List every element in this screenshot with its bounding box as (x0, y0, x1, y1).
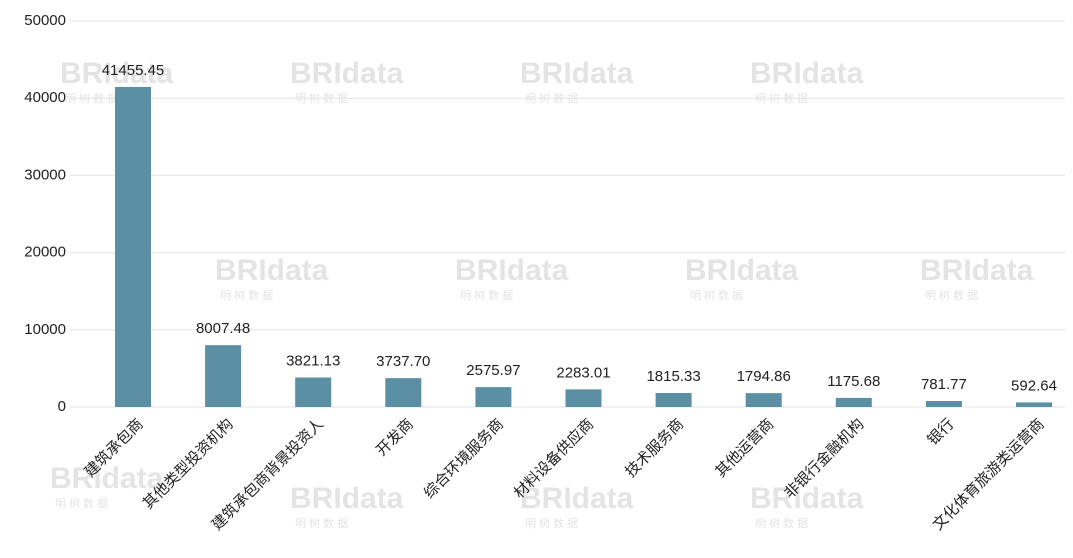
watermark: BRIdata (455, 254, 569, 287)
y-tick-label: 30000 (24, 166, 66, 183)
watermark-sub: 明 树 数 据 (295, 516, 348, 530)
watermark: BRIdata (685, 254, 799, 287)
bar (565, 389, 602, 407)
value-label: 2283.01 (556, 364, 610, 381)
value-label: 2575.97 (466, 362, 520, 379)
value-label: 3821.13 (286, 352, 340, 369)
watermark-sub: 明 树 数 据 (220, 288, 273, 302)
y-tick-label: 40000 (24, 89, 66, 106)
bar (745, 393, 782, 407)
x-tick-label: 其他运营商 (712, 416, 777, 481)
y-tick-label: 10000 (24, 321, 66, 338)
bar (115, 86, 151, 407)
x-tick-label: 开发商 (373, 416, 417, 460)
watermark-sub: 明 树 数 据 (925, 288, 978, 302)
watermark-sub: 明 树 数 据 (755, 516, 808, 530)
x-tick-label: 银行 (924, 416, 957, 449)
y-tick-label: 0 (58, 398, 66, 415)
value-label: 1794.86 (737, 368, 791, 385)
bar (295, 377, 332, 407)
watermark: BRIdata (215, 254, 329, 287)
watermark: BRIdata (520, 57, 634, 90)
x-tick-label: 综合环境服务商 (420, 415, 507, 502)
watermark: BRIdata (520, 482, 634, 515)
watermark-sub: 明 树 数 据 (690, 288, 743, 302)
y-tick-label: 20000 (24, 244, 66, 261)
bar (655, 392, 692, 407)
y-tick-label: 50000 (24, 12, 66, 29)
watermark: BRIdata (920, 254, 1034, 287)
bar (475, 387, 512, 407)
watermark-sub: 明 树 数 据 (55, 496, 108, 510)
watermark: BRIdata (290, 482, 404, 515)
value-label: 8007.48 (196, 320, 250, 337)
value-label: 3737.70 (376, 353, 430, 370)
bar (385, 378, 422, 407)
watermark-sub: 明 树 数 据 (460, 288, 513, 302)
watermark: BRIdata (50, 462, 164, 495)
x-tick-label: 技术服务商 (622, 416, 687, 481)
value-label: 1815.33 (646, 368, 700, 385)
watermark: BRIdata (750, 482, 864, 515)
watermark: BRIdata (290, 57, 404, 90)
bar (925, 400, 962, 407)
watermark: BRIdata (750, 57, 864, 90)
bar (1016, 402, 1052, 407)
value-label: 592.64 (1011, 377, 1057, 394)
watermark-sub: 明 树 数 据 (525, 516, 578, 530)
watermark: BRIdata (60, 57, 174, 90)
value-label: 781.77 (921, 376, 967, 393)
bar (835, 397, 872, 407)
bar (205, 345, 242, 407)
value-label: 41455.45 (102, 62, 165, 79)
value-label: 1175.68 (827, 373, 880, 390)
